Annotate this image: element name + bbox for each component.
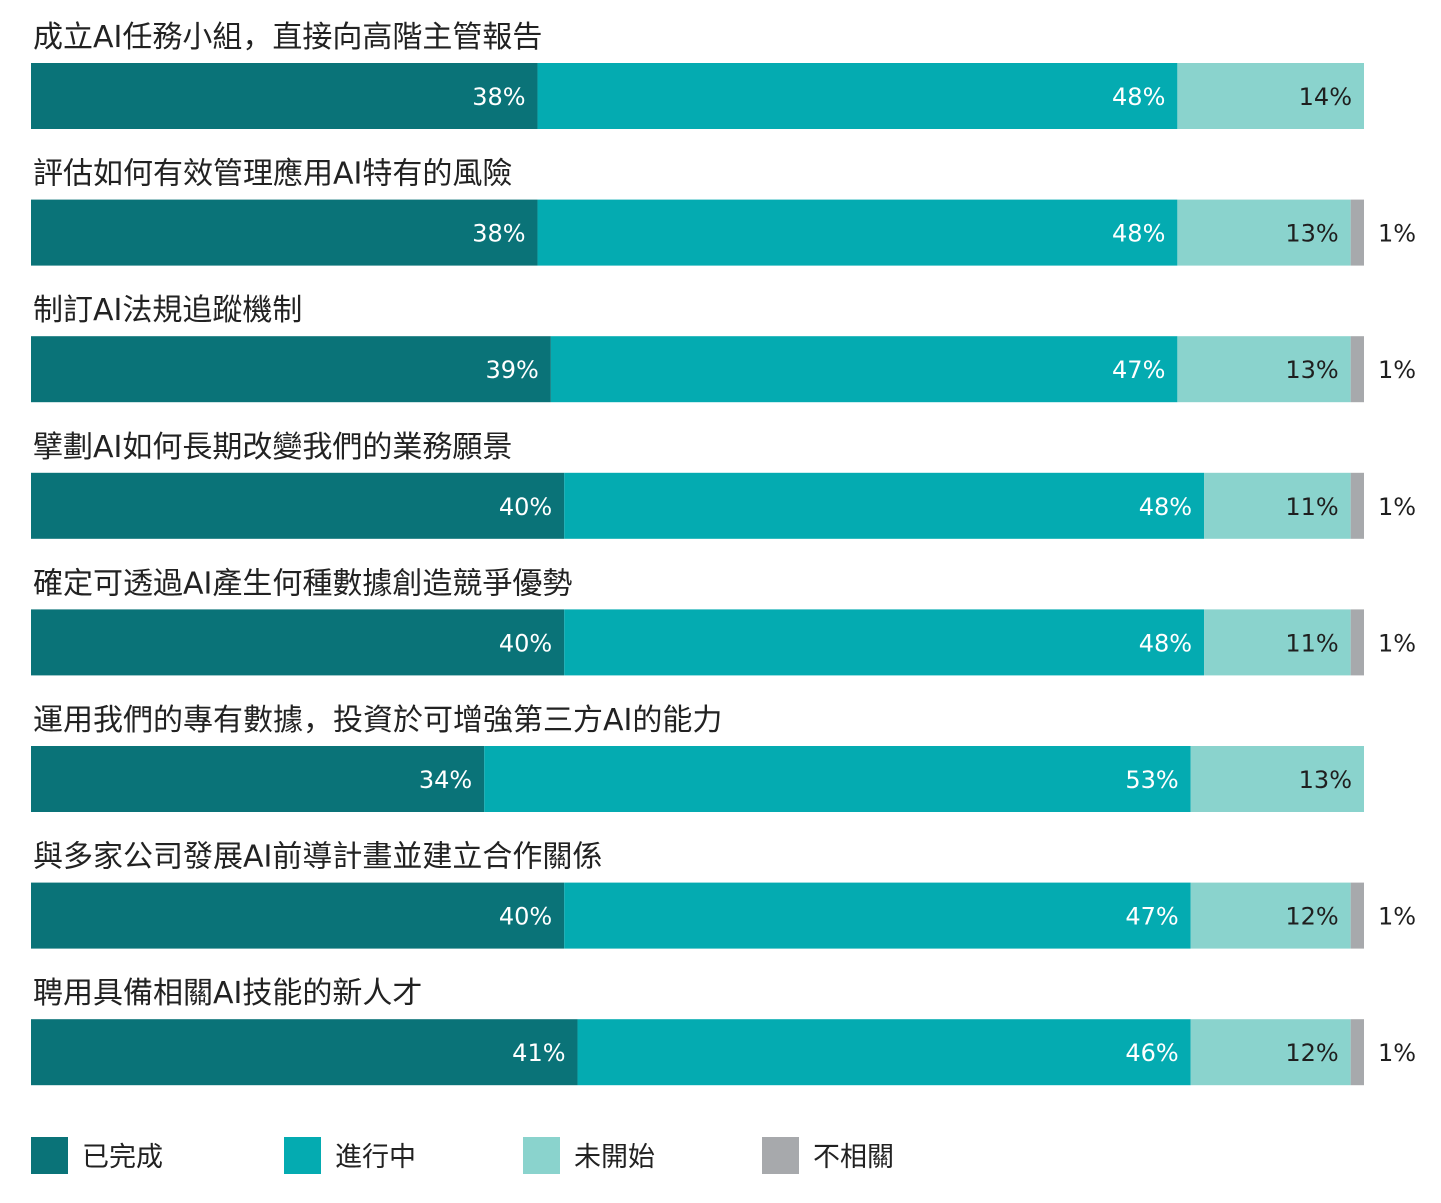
bar-segment	[1350, 472, 1364, 539]
category-label: 聘用具備相關AI技能的新人才	[33, 976, 422, 1011]
bar-segment	[550, 336, 1178, 403]
data-label: 13%	[1285, 356, 1338, 384]
legend-swatch	[31, 1137, 68, 1174]
data-label: 39%	[486, 356, 539, 384]
data-label: 48%	[1112, 83, 1165, 111]
bar-segment	[1350, 199, 1364, 266]
bar-segment	[537, 199, 1178, 266]
bar-segment	[1190, 1019, 1351, 1086]
bar-segment	[31, 336, 551, 403]
data-label: 40%	[499, 493, 552, 521]
bar-segment	[1190, 882, 1351, 949]
legend-label: 不相關	[813, 1142, 894, 1173]
bar-segment	[1204, 472, 1351, 539]
bar-segment	[484, 746, 1191, 812]
data-label: 48%	[1139, 493, 1192, 521]
legend-label: 進行中	[335, 1142, 416, 1173]
legend-label: 未開始	[574, 1142, 655, 1173]
data-label: 48%	[1139, 629, 1192, 657]
category-label: 制訂AI法規追蹤機制	[33, 293, 302, 328]
data-label: 38%	[472, 220, 525, 248]
bar-segment	[31, 472, 565, 539]
data-label: 13%	[1299, 766, 1352, 794]
data-label: 11%	[1285, 493, 1338, 521]
legend-swatch	[523, 1137, 560, 1174]
category-label: 運用我們的專有數據，投資於可增強第三方AI的能力	[33, 703, 722, 738]
bar-segment	[31, 746, 485, 812]
category-label: 確定可透過AI產生何種數據創造競爭優勢	[33, 566, 572, 601]
data-label: 12%	[1285, 903, 1338, 931]
bar-segment	[31, 1019, 578, 1086]
data-label: 34%	[419, 766, 472, 794]
data-label: 1%	[1378, 1039, 1416, 1067]
bar-segment	[1204, 609, 1351, 676]
data-label: 46%	[1125, 1039, 1178, 1067]
category-label: 評估如何有效管理應用AI特有的風險	[33, 157, 512, 192]
data-label: 40%	[499, 629, 552, 657]
data-label: 1%	[1378, 629, 1416, 657]
data-label: 13%	[1285, 220, 1338, 248]
bar-segment	[577, 1019, 1191, 1086]
category-label: 擘劃AI如何長期改變我們的業務願景	[33, 430, 512, 465]
bar-segment	[564, 882, 1191, 949]
data-label: 11%	[1285, 629, 1338, 657]
legend-swatch	[762, 1137, 799, 1174]
legend-swatch	[284, 1137, 321, 1174]
bar-segment	[31, 609, 565, 676]
bar-segment	[31, 63, 538, 129]
bar-segment	[1177, 336, 1351, 403]
data-label: 40%	[499, 903, 552, 931]
data-label: 1%	[1378, 220, 1416, 248]
bar-segment	[1190, 746, 1364, 812]
bar-segment	[1350, 609, 1364, 676]
data-label: 48%	[1112, 220, 1165, 248]
data-label: 47%	[1125, 903, 1178, 931]
data-label: 12%	[1285, 1039, 1338, 1067]
data-label: 47%	[1112, 356, 1165, 384]
data-label: 53%	[1125, 766, 1178, 794]
legend-label: 已完成	[82, 1142, 163, 1173]
bar-segment	[1350, 882, 1364, 949]
bar-segment	[537, 63, 1178, 129]
bar-segment	[1177, 63, 1364, 129]
data-label: 1%	[1378, 493, 1416, 521]
data-label: 1%	[1378, 356, 1416, 384]
bar-segment	[31, 199, 538, 266]
data-label: 14%	[1299, 83, 1352, 111]
bar-segment	[564, 609, 1205, 676]
bar-segment	[1177, 199, 1351, 266]
data-label: 38%	[472, 83, 525, 111]
bar-segment	[31, 882, 565, 949]
bar-segment	[1350, 336, 1364, 403]
category-label: 與多家公司發展AI前導計畫並建立合作關係	[33, 840, 602, 875]
category-label: 成立AI任務小組，直接向高階主管報告	[33, 20, 542, 55]
data-label: 1%	[1378, 903, 1416, 931]
bar-segment	[564, 472, 1205, 539]
bar-segment	[1350, 1019, 1364, 1086]
data-label: 41%	[512, 1039, 565, 1067]
